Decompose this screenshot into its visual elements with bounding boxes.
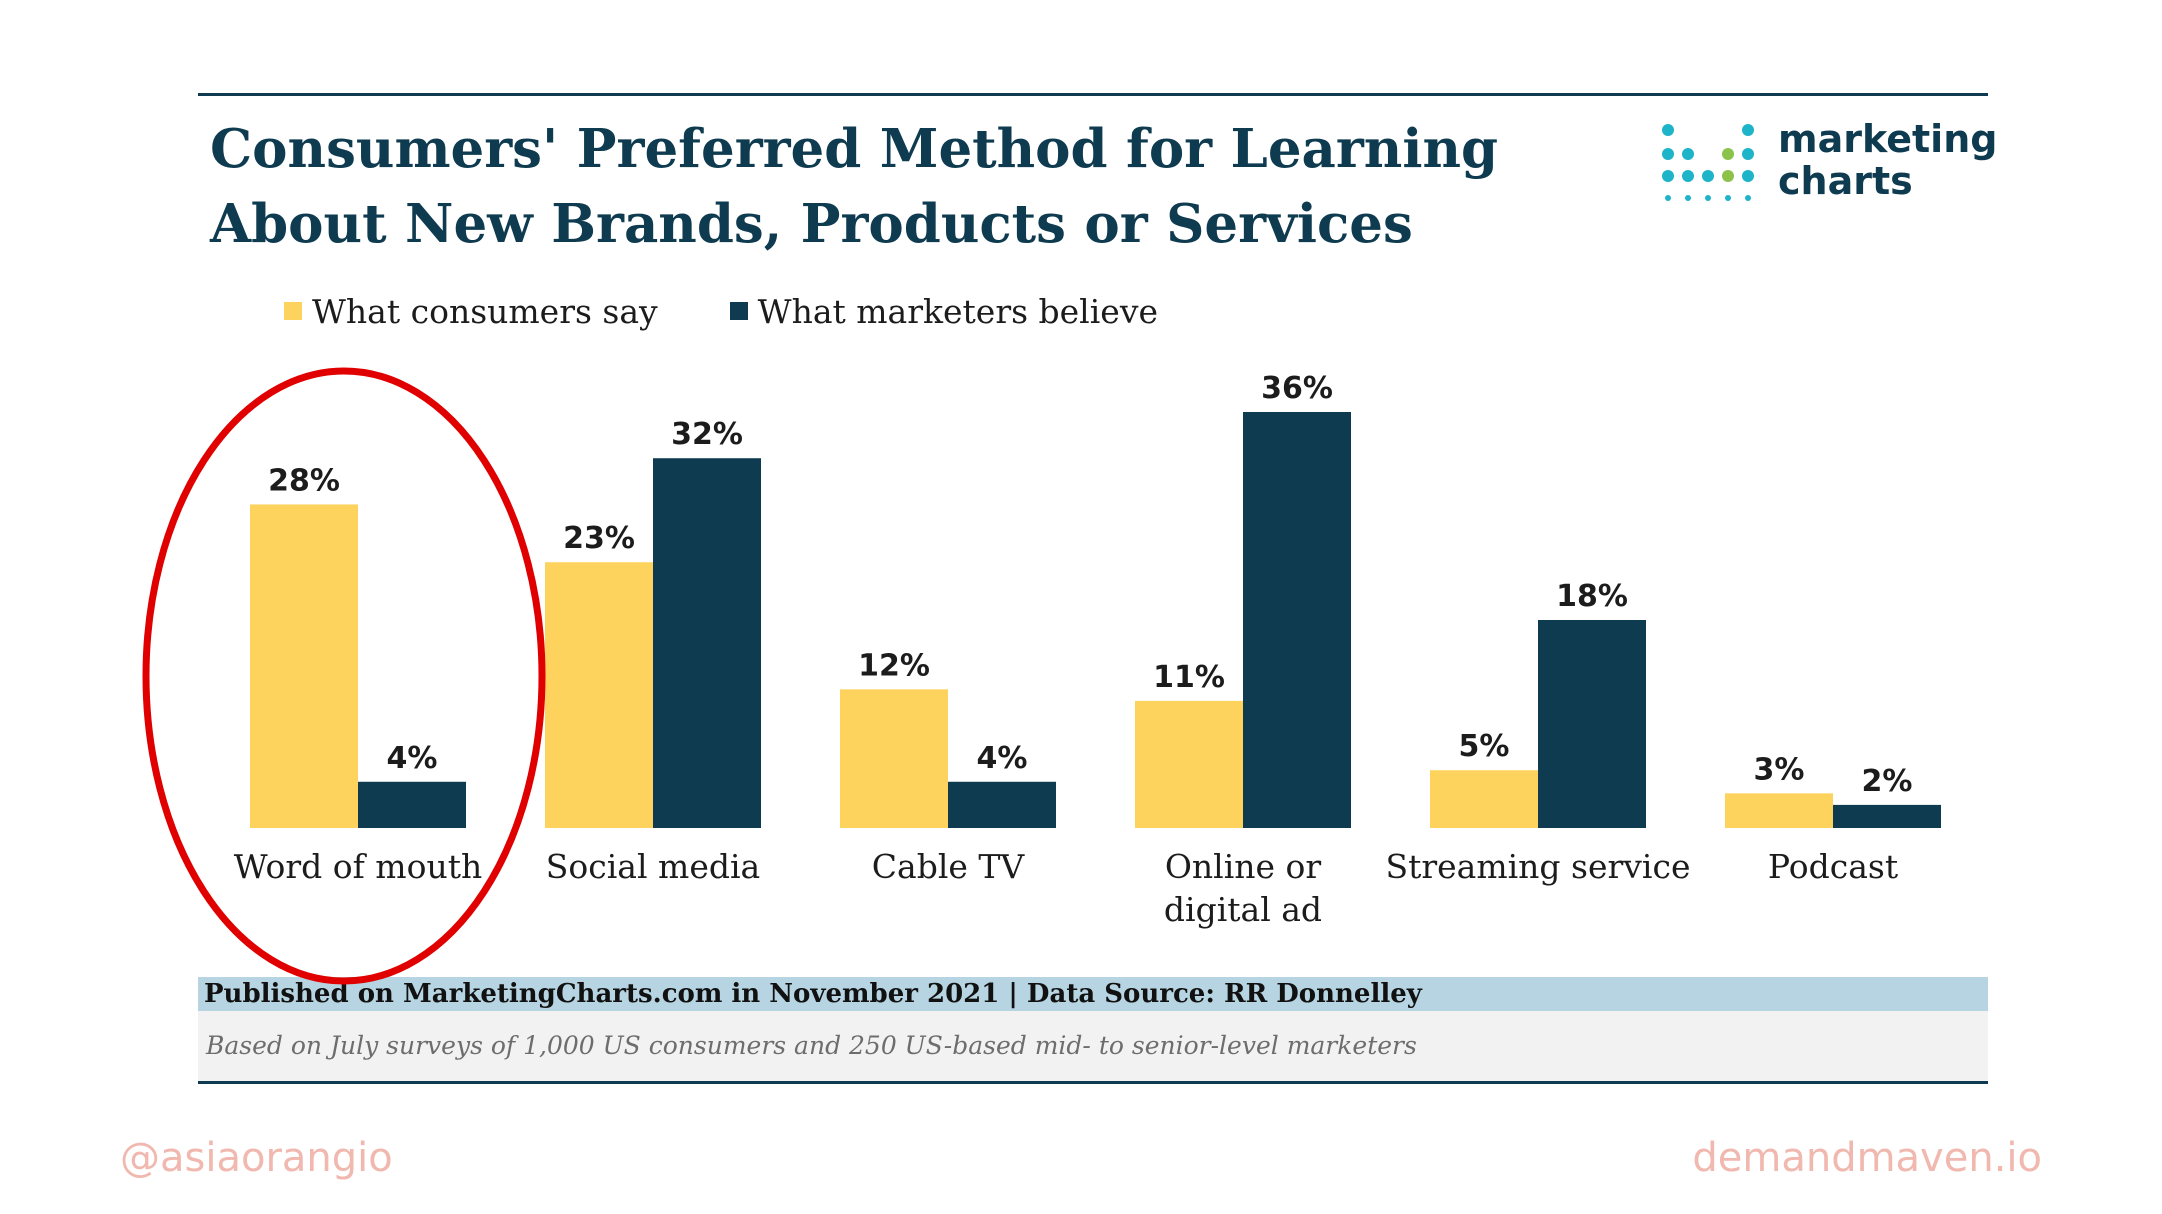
bar-consumers-1 bbox=[545, 562, 653, 828]
author-handle: @asiaorangio bbox=[120, 1135, 393, 1181]
logo-line-1: marketing bbox=[1778, 117, 1998, 161]
chart-title: Consumers' Preferred Method for Learning… bbox=[210, 112, 1510, 262]
bar-marketers-3 bbox=[1243, 412, 1351, 828]
legend-item-consumers: What consumers say bbox=[284, 292, 658, 331]
legend-swatch-marketers bbox=[729, 302, 748, 320]
survey-footnote: Based on July surveys of 1,000 US consum… bbox=[206, 1031, 1417, 1060]
published-source: Published on MarketingCharts.com in Nove… bbox=[204, 979, 1422, 1009]
note-band bbox=[198, 1011, 1988, 1081]
legend-label-marketers: What marketers believe bbox=[757, 291, 1158, 331]
data-label-marketers-2: 4% bbox=[977, 741, 1028, 776]
bottom-rule bbox=[198, 1081, 1988, 1084]
legend: What consumers say What marketers believ… bbox=[284, 286, 1230, 336]
site-credit: demandmaven.io bbox=[1692, 1135, 2042, 1181]
top-rule bbox=[198, 93, 1988, 96]
legend-swatch-consumers bbox=[284, 302, 302, 320]
bar-chart: 28% 4% Word of mouth 23% 32% Social media 12% 4… bbox=[234, 371, 1941, 929]
data-label-consumers-3: 11% bbox=[1153, 660, 1225, 695]
category-label-3-line-2: digital ad bbox=[1164, 890, 1322, 929]
bar-marketers-4 bbox=[1538, 620, 1646, 828]
logo-line-2: charts bbox=[1778, 159, 1913, 203]
logo-dots-icon bbox=[1662, 124, 1754, 201]
chart-title-line-2: About New Brands, Products or Services bbox=[210, 193, 1413, 255]
bar-marketers-1 bbox=[653, 458, 761, 828]
category-label-4: Streaming service bbox=[1385, 847, 1690, 886]
category-label-3-line-1: Online or bbox=[1165, 847, 1322, 886]
data-label-consumers-0: 28% bbox=[268, 463, 340, 498]
category-label-2: Cable TV bbox=[872, 847, 1026, 886]
bar-consumers-2 bbox=[840, 689, 948, 828]
chart-title-line-1: Consumers' Preferred Method for Learning bbox=[210, 118, 1499, 180]
bar-marketers-2 bbox=[948, 781, 1056, 828]
bar-consumers-0 bbox=[250, 504, 358, 828]
data-label-consumers-5: 3% bbox=[1754, 752, 1805, 787]
data-label-marketers-4: 18% bbox=[1556, 579, 1628, 614]
logo-wordmark: marketing charts bbox=[1778, 118, 1997, 202]
data-label-consumers-1: 23% bbox=[563, 521, 635, 556]
data-label-marketers-5: 2% bbox=[1862, 764, 1913, 799]
legend-item-marketers: What marketers believe bbox=[729, 291, 1158, 331]
data-label-consumers-2: 12% bbox=[858, 648, 930, 683]
bar-consumers-5 bbox=[1725, 793, 1833, 828]
data-label-marketers-3: 36% bbox=[1261, 371, 1333, 406]
legend-label-consumers: What consumers say bbox=[312, 291, 658, 331]
bar-marketers-0 bbox=[358, 781, 466, 828]
data-label-marketers-0: 4% bbox=[387, 741, 438, 776]
category-label-0: Word of mouth bbox=[234, 847, 482, 886]
bar-marketers-5 bbox=[1833, 804, 1941, 828]
marketing-charts-logo: marketing charts bbox=[1660, 118, 1997, 208]
category-label-1: Social media bbox=[546, 847, 760, 886]
data-label-consumers-4: 5% bbox=[1459, 729, 1510, 764]
category-label-5: Podcast bbox=[1768, 847, 1898, 886]
bar-consumers-3 bbox=[1135, 700, 1243, 828]
bar-consumers-4 bbox=[1430, 770, 1538, 828]
data-label-marketers-1: 32% bbox=[671, 417, 743, 452]
